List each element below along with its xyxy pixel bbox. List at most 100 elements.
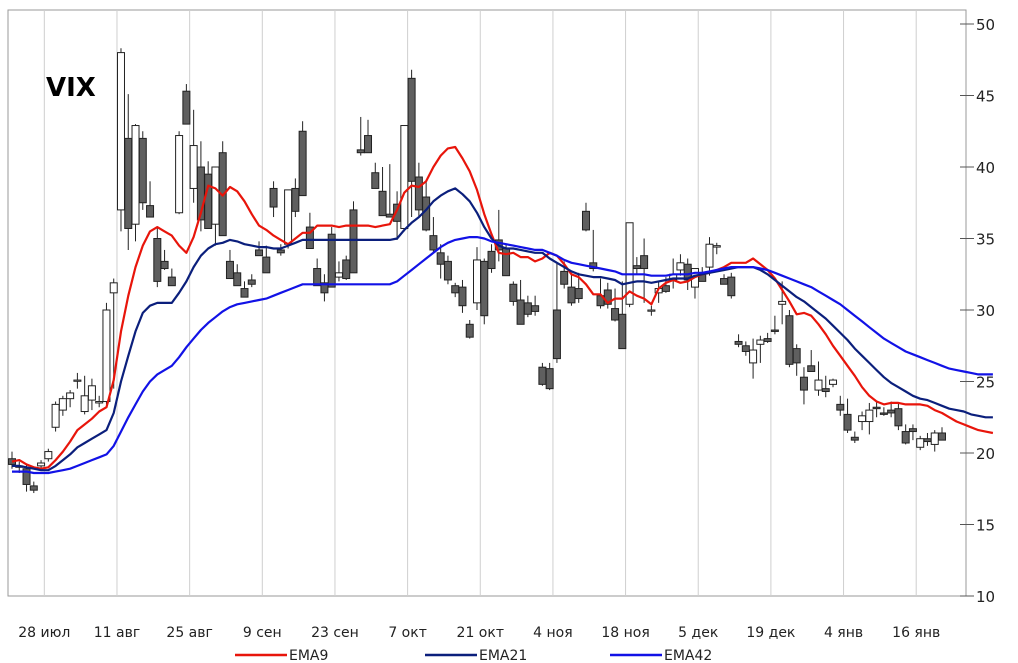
y-tick-label: 45 <box>976 88 995 106</box>
candle-body-down <box>276 249 285 254</box>
candle-body-down <box>262 256 271 274</box>
candle-body-down <box>807 365 816 372</box>
candle-body-down <box>872 406 881 410</box>
x-tick-label: 11 авг <box>94 625 140 641</box>
candle-body-up <box>95 401 104 404</box>
plot-area <box>7 9 994 597</box>
x-tick-label: 21 окт <box>457 625 504 641</box>
candle-body-down <box>342 259 351 280</box>
candle-body-up <box>116 52 125 211</box>
candle-body-down <box>734 340 743 345</box>
candle-body-down <box>124 137 133 229</box>
candle-body-down <box>618 313 627 350</box>
candle-body-down <box>799 376 808 391</box>
candle-body-down <box>364 135 373 154</box>
x-axis: 28 июл 11 авг 25 авг 9 сен 23 сен 7 окт 21 окт… <box>18 625 940 641</box>
candle-body-up <box>66 392 75 400</box>
y-tick-label: 15 <box>976 517 995 535</box>
candle-body-up <box>778 300 787 305</box>
y-tick-label: 30 <box>976 302 995 320</box>
x-tick-label: 5 дек <box>678 625 718 641</box>
candle-body-down <box>850 436 859 441</box>
candle-body-up <box>284 189 293 245</box>
candle-body-down <box>887 409 896 414</box>
y-tick-label: 50 <box>976 16 995 34</box>
candle-body-down <box>611 308 620 321</box>
candle-body-down <box>298 130 307 197</box>
candle-body-down <box>414 176 423 211</box>
candle-body-down <box>523 302 532 315</box>
candle-body-up <box>473 259 481 304</box>
x-tick-label: 7 окт <box>388 625 427 641</box>
candle-body-down <box>305 226 314 250</box>
candle-body-down <box>443 260 452 281</box>
candle-body-up <box>858 415 867 423</box>
y-tick-label: 20 <box>976 445 995 463</box>
candle-body-up <box>175 135 184 214</box>
candle-body-up <box>916 438 925 448</box>
candle-body-up <box>814 379 823 391</box>
candle-body-down <box>487 250 496 270</box>
chart-title: VIX <box>46 73 96 103</box>
candle-body-down <box>320 282 329 294</box>
y-tick-label: 40 <box>976 159 995 177</box>
candle-body-down <box>465 323 474 338</box>
candle-body-up <box>647 309 656 312</box>
candle-body-down <box>632 265 641 270</box>
candle-body-up <box>676 262 685 271</box>
candle-body-down <box>22 468 31 485</box>
x-tick-label: 28 июл <box>18 625 70 641</box>
candle-body-up <box>51 403 60 428</box>
legend-label: EMA9 <box>289 648 328 663</box>
candle-body-down <box>763 338 772 342</box>
candle-body-down <box>451 285 460 294</box>
candle-body-down <box>436 252 445 265</box>
candle-body-down <box>356 149 365 154</box>
ema-lines <box>11 145 994 475</box>
y-axis: 10 15 20 25 30 35 40 45 50 <box>960 16 995 606</box>
candle-body-down <box>720 278 729 285</box>
candle-body-down <box>894 408 903 427</box>
candle-body-up <box>109 282 118 294</box>
candle-body-down <box>167 276 176 287</box>
candle-body-down <box>741 345 750 352</box>
candle-body-down <box>770 329 779 332</box>
candle-body-down <box>204 173 213 229</box>
candle-body-up <box>58 398 67 411</box>
candle-body-down <box>291 187 300 212</box>
candle-body-down <box>792 348 801 364</box>
candle-body-down <box>552 309 561 360</box>
candle-body-down <box>247 279 256 285</box>
x-tick-label: 4 янв <box>824 625 863 641</box>
candle-body-down <box>407 77 416 182</box>
candle-body-down <box>502 248 511 277</box>
candle-body-down <box>545 368 554 390</box>
x-tick-label: 9 сен <box>243 625 282 641</box>
candle-body-down <box>538 366 547 385</box>
candle-body-up <box>37 462 46 467</box>
candle-body-down <box>153 238 162 282</box>
candle-body-down <box>429 235 438 251</box>
candle-body-down <box>225 260 234 280</box>
candle-body-up <box>211 166 220 225</box>
y-tick-label: 25 <box>976 374 995 392</box>
candle-body-down <box>138 137 147 204</box>
candle-body-down <box>240 288 249 298</box>
series-line-ema42 <box>12 236 993 475</box>
candle-body-up <box>87 385 96 401</box>
legend-label: EMA42 <box>664 648 712 663</box>
candle-body-down <box>327 233 336 288</box>
candle-body-down <box>661 285 670 292</box>
candle-body-up <box>73 379 82 382</box>
x-tick-label: 16 янв <box>892 625 940 641</box>
candle-body-down <box>480 260 489 317</box>
candle-body-down <box>785 315 794 365</box>
legend: EMA9 EMA21 EMA42 <box>235 648 712 663</box>
candle-body-down <box>349 209 358 274</box>
candle-body-down <box>509 283 518 302</box>
x-tick-label: 23 сен <box>311 625 359 641</box>
candle-body-down <box>879 412 888 415</box>
candle-body-up <box>334 272 343 278</box>
candle-body-down <box>233 272 242 287</box>
